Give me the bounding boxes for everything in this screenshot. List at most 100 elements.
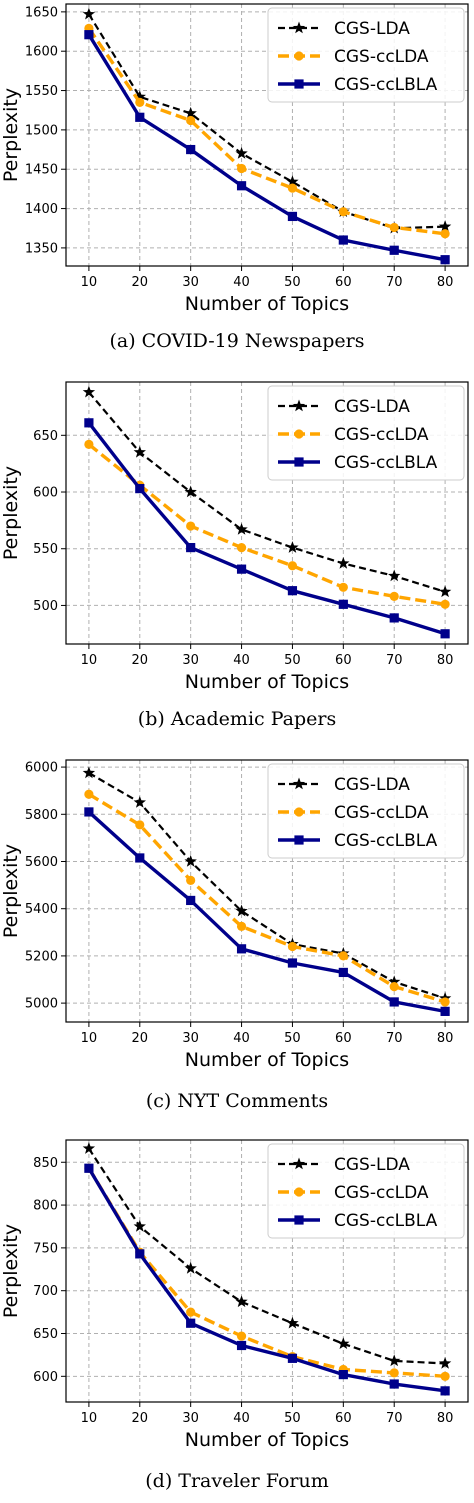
plot-frame-b [65,381,469,645]
data-point [338,207,348,217]
legend-marker [292,777,306,790]
x-axis-label-b: Number of Topics [185,671,349,693]
y-tick-label: 5200 [25,949,58,964]
data-point [440,629,450,639]
data-point [82,1142,96,1154]
data-point [184,106,197,119]
series-line [88,792,446,1004]
legend-marker [294,457,304,467]
data-point [287,941,298,952]
data-point [287,586,298,596]
x-tick-label: 20 [132,653,149,668]
data-point [82,385,96,398]
legend-marker [294,807,304,817]
data-point [337,1337,350,1350]
data-point [389,1379,399,1389]
perplexity-chart-c: 10 20 30 40 50 60 70 80 5000 5200 5400 5600 5800 6000… [0,759,469,1071]
data-point [186,1318,196,1328]
data-point [389,981,399,992]
x-tick-label: 40 [233,1411,250,1426]
data-point [186,115,196,126]
x-axis-label-d: Number of Topics [185,1429,349,1451]
series-b-3 [84,418,450,639]
series-b-2 [84,439,450,609]
data-point [389,591,399,601]
data-point [236,1340,247,1351]
data-point [133,795,146,808]
x-axis-label-a: Number of Topics [185,293,349,315]
legend-marker [294,1215,304,1225]
y-tick-label: 800 [33,1199,58,1214]
plot-frame-c [65,759,469,1023]
series-c-2 [84,789,450,1007]
y-axis-label-d: Perplexity [0,1224,22,1318]
x-tick-label: 30 [182,1031,199,1046]
data-point [236,163,247,174]
legend-label: CGS-ccLBLA [334,75,438,95]
legend-label: CGS-ccLDA [334,1183,429,1203]
y-axis-label-b: Perplexity [0,466,22,560]
chart-caption-a: (a) COVID-19 Newspapers [109,330,365,352]
data-point [135,853,145,863]
data-point [186,895,196,906]
legend-d: CGS-LDA CGS-ccLDA CGS-ccLBLA [267,1143,465,1239]
data-point [236,944,247,954]
legend-label: CGS-ccLBLA [334,453,438,473]
data-point [286,1316,299,1329]
series-c-3 [84,807,450,1016]
data-point [184,1261,197,1274]
plot-frame-a [65,3,469,267]
series-line [87,1167,446,1379]
y-tick-label: 5600 [25,855,58,870]
data-point [287,561,298,571]
legend-marker [294,79,304,89]
data-point [135,1249,145,1259]
legend-label: CGS-LDA [334,775,410,795]
data-point [236,1331,247,1341]
data-point [186,542,196,553]
x-tick-label: 50 [284,1411,301,1426]
y-tick-label: 650 [33,1327,58,1342]
data-point [389,997,399,1007]
x-tick-label: 60 [335,653,352,668]
data-point [438,1356,452,1369]
data-point [337,556,350,569]
series-a-3 [84,30,450,265]
data-point [236,564,247,574]
data-point [235,1295,248,1308]
legend-label: CGS-ccLBLA [334,831,438,851]
data-point [287,183,298,193]
y-tick-label: 1650 [25,5,58,20]
y-tick-label: 500 [33,599,58,614]
legend-marker [292,1157,306,1170]
y-tick-label: 600 [33,1370,58,1385]
legend-box [267,1143,465,1239]
perplexity-chart-a: 10 20 30 40 50 60 70 80 1350 1400 1450 1500 1550 1600… [0,3,469,315]
x-tick-label: 10 [81,1031,98,1046]
legend-label: CGS-LDA [334,19,410,39]
x-tick-label: 40 [233,275,250,290]
legend-label: CGS-ccLBLA [334,1211,438,1231]
data-point [338,235,348,245]
x-tick-label: 10 [81,653,98,668]
data-point [184,485,197,498]
x-tick-label: 60 [335,1031,352,1046]
data-point [338,599,348,609]
data-point [338,951,348,961]
y-tick-label: 750 [33,1241,58,1256]
series-d-3 [84,1163,450,1396]
data-point [135,97,145,107]
x-tick-label: 60 [335,275,352,290]
data-point [440,997,450,1007]
data-point [440,229,450,239]
data-point [135,820,145,830]
data-point [186,1307,196,1317]
y-tick-label: 1550 [25,84,58,99]
data-point [235,146,248,159]
series-line [87,1167,446,1393]
legend-label: CGS-ccLDA [334,803,429,823]
data-point [389,245,399,255]
chart-caption-c: (c) NYT Comments [145,1090,329,1112]
data-point [135,484,145,494]
data-point [84,30,94,40]
